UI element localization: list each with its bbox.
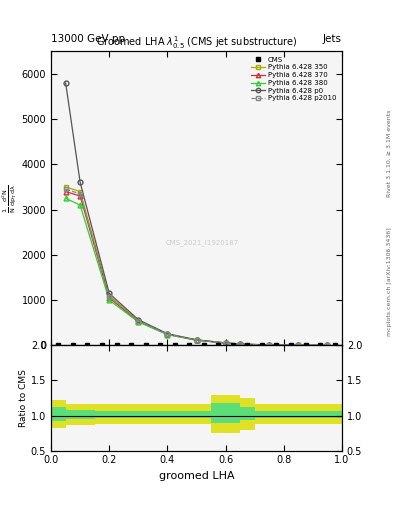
Pythia 6.428 380 bbox=[325, 343, 330, 349]
Pythia 6.428 350 bbox=[325, 343, 330, 349]
Pythia 6.428 350 bbox=[63, 184, 68, 190]
CMS bbox=[318, 343, 323, 349]
Line: Pythia 6.428 p0: Pythia 6.428 p0 bbox=[63, 80, 330, 348]
Pythia 6.428 p0 bbox=[267, 342, 272, 348]
Y-axis label: $\mathdefault{\frac{1}{N}\,\frac{d^2N}{dp_T\,d\lambda}}$: $\mathdefault{\frac{1}{N}\,\frac{d^2N}{d… bbox=[0, 184, 19, 213]
Line: Pythia 6.428 370: Pythia 6.428 370 bbox=[63, 189, 330, 348]
Pythia 6.428 p2010 bbox=[296, 342, 301, 348]
Text: CMS_2021_I1920187: CMS_2021_I1920187 bbox=[166, 239, 239, 246]
CMS bbox=[85, 343, 90, 349]
Pythia 6.428 p2010 bbox=[223, 340, 228, 346]
Pythia 6.428 p2010 bbox=[165, 331, 170, 337]
CMS bbox=[129, 343, 134, 349]
Pythia 6.428 p0 bbox=[107, 290, 112, 296]
Line: Pythia 6.428 p2010: Pythia 6.428 p2010 bbox=[63, 187, 330, 348]
CMS bbox=[100, 343, 105, 349]
Title: Groomed LHA $\lambda^{1}_{0.5}$ (CMS jet substructure): Groomed LHA $\lambda^{1}_{0.5}$ (CMS jet… bbox=[96, 34, 297, 51]
CMS bbox=[56, 343, 61, 349]
Pythia 6.428 p0 bbox=[165, 331, 170, 337]
Pythia 6.428 p2010 bbox=[238, 341, 242, 347]
Pythia 6.428 370 bbox=[136, 318, 141, 325]
CMS bbox=[216, 343, 221, 349]
Line: Pythia 6.428 350: Pythia 6.428 350 bbox=[63, 185, 330, 348]
Line: Pythia 6.428 380: Pythia 6.428 380 bbox=[63, 196, 330, 348]
Pythia 6.428 370 bbox=[194, 337, 199, 343]
CMS bbox=[71, 343, 75, 349]
CMS bbox=[289, 343, 294, 349]
Pythia 6.428 p0 bbox=[296, 342, 301, 348]
Pythia 6.428 370 bbox=[325, 343, 330, 349]
CMS bbox=[231, 343, 235, 349]
Pythia 6.428 p2010 bbox=[136, 318, 141, 324]
Pythia 6.428 370 bbox=[296, 342, 301, 348]
Pythia 6.428 370 bbox=[223, 340, 228, 346]
CMS bbox=[173, 343, 177, 349]
Pythia 6.428 p0 bbox=[238, 341, 242, 347]
CMS bbox=[332, 343, 337, 349]
Pythia 6.428 380 bbox=[63, 195, 68, 201]
CMS bbox=[114, 343, 119, 349]
CMS bbox=[303, 343, 308, 349]
Pythia 6.428 p0 bbox=[194, 337, 199, 343]
CMS bbox=[260, 343, 264, 349]
Pythia 6.428 350 bbox=[78, 188, 83, 195]
Pythia 6.428 p2010 bbox=[63, 186, 68, 193]
Pythia 6.428 380 bbox=[194, 337, 199, 344]
CMS bbox=[158, 343, 163, 349]
Pythia 6.428 p2010 bbox=[78, 191, 83, 197]
Legend: CMS, Pythia 6.428 350, Pythia 6.428 370, Pythia 6.428 380, Pythia 6.428 p0, Pyth: CMS, Pythia 6.428 350, Pythia 6.428 370,… bbox=[249, 55, 338, 103]
Pythia 6.428 380 bbox=[78, 202, 83, 208]
Text: 13000 GeV pp: 13000 GeV pp bbox=[51, 33, 125, 44]
Pythia 6.428 380 bbox=[267, 342, 272, 348]
Pythia 6.428 380 bbox=[296, 342, 301, 348]
Pythia 6.428 p2010 bbox=[194, 337, 199, 343]
Pythia 6.428 370 bbox=[63, 188, 68, 195]
CMS bbox=[274, 343, 279, 349]
Pythia 6.428 p0 bbox=[325, 343, 330, 349]
Pythia 6.428 350 bbox=[107, 292, 112, 298]
Pythia 6.428 p0 bbox=[78, 179, 83, 185]
Pythia 6.428 380 bbox=[136, 319, 141, 325]
CMS bbox=[143, 343, 148, 349]
Pythia 6.428 p2010 bbox=[325, 343, 330, 349]
Pythia 6.428 350 bbox=[223, 340, 228, 346]
Line: CMS: CMS bbox=[56, 344, 337, 348]
Pythia 6.428 380 bbox=[165, 332, 170, 338]
Pythia 6.428 350 bbox=[194, 337, 199, 343]
Y-axis label: Ratio to CMS: Ratio to CMS bbox=[19, 369, 28, 427]
Pythia 6.428 350 bbox=[136, 317, 141, 324]
Pythia 6.428 350 bbox=[165, 331, 170, 337]
Pythia 6.428 p0 bbox=[223, 340, 228, 346]
Pythia 6.428 380 bbox=[238, 341, 242, 347]
Pythia 6.428 p2010 bbox=[267, 342, 272, 348]
Pythia 6.428 p2010 bbox=[107, 293, 112, 300]
CMS bbox=[202, 343, 206, 349]
Pythia 6.428 350 bbox=[267, 342, 272, 348]
Pythia 6.428 370 bbox=[165, 331, 170, 337]
Pythia 6.428 p0 bbox=[63, 80, 68, 86]
Pythia 6.428 370 bbox=[267, 342, 272, 348]
Text: Jets: Jets bbox=[323, 33, 342, 44]
Pythia 6.428 370 bbox=[238, 341, 242, 347]
CMS bbox=[245, 343, 250, 349]
Pythia 6.428 380 bbox=[107, 297, 112, 303]
Pythia 6.428 350 bbox=[296, 342, 301, 348]
CMS bbox=[187, 343, 192, 349]
Pythia 6.428 p0 bbox=[136, 316, 141, 323]
Text: mcplots.cern.ch [arXiv:1306.3436]: mcplots.cern.ch [arXiv:1306.3436] bbox=[387, 227, 391, 336]
Pythia 6.428 370 bbox=[78, 193, 83, 199]
Text: Rivet 3.1.10, ≥ 3.1M events: Rivet 3.1.10, ≥ 3.1M events bbox=[387, 110, 391, 197]
X-axis label: groomed LHA: groomed LHA bbox=[159, 471, 234, 481]
Pythia 6.428 380 bbox=[223, 340, 228, 346]
Pythia 6.428 370 bbox=[107, 295, 112, 301]
Pythia 6.428 350 bbox=[238, 341, 242, 347]
